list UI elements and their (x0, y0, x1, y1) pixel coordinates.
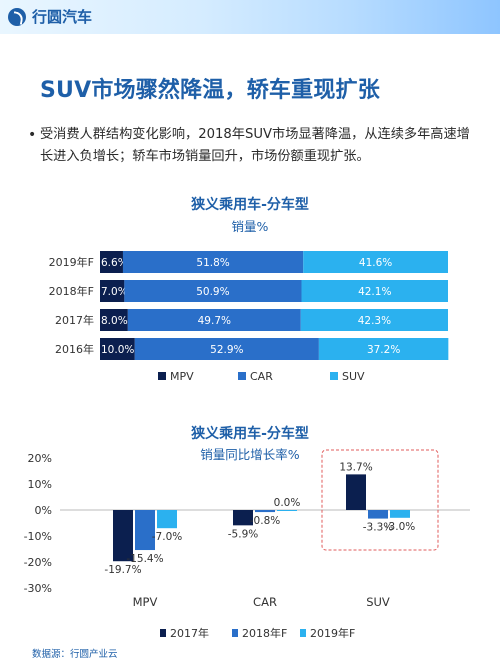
highlight-box (321, 449, 439, 551)
legend-label: MPV (170, 370, 194, 383)
legend-swatch (330, 372, 338, 380)
y-tick-label: 2017年 (55, 313, 94, 327)
bar-car (134, 338, 319, 360)
data-label: 41.6% (359, 257, 392, 269)
growth-chart: 20% 10% 0% -10% -20% -30% -19.7%-15.4% -7.0% MPV… (24, 449, 470, 638)
bullet-paragraph: • 受消费人群结构变化影响，2018年SUV市场显著降温，从连续多年高速增长进入… (28, 124, 470, 168)
bar-car (122, 251, 304, 273)
legend-label: 2017年 (170, 626, 209, 638)
data-label: 52.9% (210, 344, 243, 356)
bar-series-0 (346, 474, 366, 510)
data-label: -7.0% (152, 531, 182, 543)
legend-swatch (300, 629, 306, 637)
bar-mpv (100, 338, 135, 360)
share-chart: 2019年F 6.6% 51.8% 41.6% 2018年F 7.0% 50.9% 42.1%… (49, 251, 449, 383)
legend-label: 2019年F (310, 626, 355, 638)
bar-series-2 (157, 510, 177, 529)
bar-series-1 (135, 510, 155, 551)
bar-suv (303, 251, 448, 273)
y-tick-label: -20% (24, 556, 52, 569)
bar-car (124, 280, 302, 302)
bar-suv (318, 338, 449, 360)
x-tick-label: SUV (366, 595, 390, 609)
bar-mpv (100, 280, 125, 302)
y-tick-label: 2018年F (49, 284, 94, 298)
data-label: -3.3% (363, 522, 393, 534)
y-tick-label: 2019年F (49, 255, 94, 269)
bar-suv (301, 280, 448, 302)
legend-swatch (160, 629, 166, 637)
data-label: 42.1% (358, 286, 391, 298)
x-tick-label: CAR (253, 595, 277, 609)
brand-name: 行圆汽车 (32, 8, 93, 26)
bar-car (127, 309, 301, 331)
share-chart-subtitle: 销量% (231, 219, 269, 234)
data-label: 49.7% (198, 315, 231, 327)
bar-series-1 (368, 510, 388, 519)
data-label: -15.4% (126, 553, 163, 565)
bar-series-1 (255, 510, 275, 513)
bar-mpv (100, 309, 128, 331)
data-label: 13.7% (339, 461, 372, 473)
y-tick-label: 20% (28, 452, 52, 465)
y-tick-label: 2016年 (55, 342, 94, 356)
brand-header: 行圆汽车 (0, 0, 500, 34)
y-tick-label: 10% (28, 478, 52, 491)
y-tick-label: -30% (24, 582, 52, 595)
y-tick-label: 0% (35, 504, 52, 517)
legend-swatch (232, 629, 238, 637)
growth-chart-title: 狭义乘用车-分车型 (191, 426, 309, 442)
data-label: -19.7% (104, 564, 141, 576)
legend-swatch (238, 372, 246, 380)
data-label: 6.6% (101, 257, 128, 269)
bullet-text: 受消费人群结构变化影响，2018年SUV市场显著降温，从连续多年高速增长进入负增… (40, 127, 470, 164)
growth-chart-subtitle: 销量同比增长率% (200, 447, 300, 462)
bullet-dot: • (28, 127, 37, 143)
bar-series-0 (233, 510, 253, 526)
data-label: 7.0% (101, 286, 128, 298)
y-tick-label: -10% (24, 530, 52, 543)
data-label: 50.9% (196, 286, 229, 298)
bar-suv (300, 309, 448, 331)
legend-swatch (158, 372, 166, 380)
bar-series-0 (113, 510, 133, 562)
x-tick-label: MPV (133, 595, 158, 609)
data-label: 0.0% (274, 497, 301, 509)
brand-logo-icon (8, 7, 26, 26)
share-chart-title: 狭义乘用车-分车型 (191, 197, 309, 213)
bar-series-2 (390, 510, 410, 518)
brand: 行圆汽车 (8, 6, 92, 27)
legend-label: 2018年F (242, 626, 287, 638)
legend-label: CAR (250, 370, 273, 383)
data-label: -0.8% (250, 515, 280, 527)
bar-series-2 (277, 510, 297, 511)
source-note: 数据源：行圆产业云 (32, 649, 118, 660)
data-label: 51.8% (196, 257, 229, 269)
bar-mpv (100, 251, 123, 273)
data-label: 10.0% (101, 344, 134, 356)
data-label: -3.0% (385, 521, 415, 533)
data-label: 8.0% (101, 315, 128, 327)
page-title: SUV市场骤然降温，轿车重现扩张 (40, 78, 380, 103)
data-label: -5.9% (228, 528, 258, 540)
legend-label: SUV (342, 370, 365, 383)
data-label: 42.3% (358, 315, 391, 327)
data-label: 37.2% (367, 344, 400, 356)
